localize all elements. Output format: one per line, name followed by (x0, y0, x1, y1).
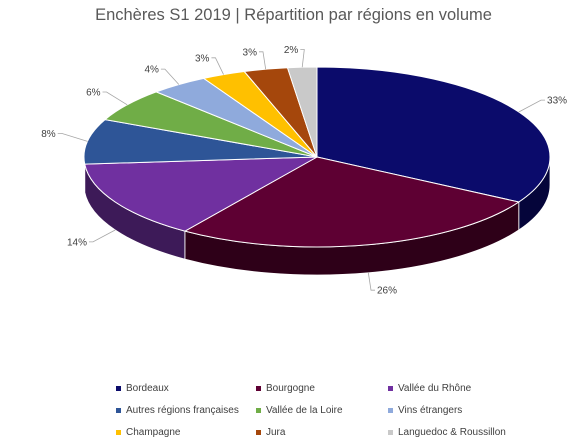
leader-line-4 (102, 91, 128, 106)
legend-item-8: Languedoc & Roussillon (388, 427, 506, 438)
data-label-0: 33% (547, 96, 567, 107)
legend-item-2: Vallée du Rhône (388, 383, 471, 394)
legend-swatch-0 (116, 386, 121, 391)
pie-slice-0 (316, 66, 551, 203)
legend-swatch-3 (116, 408, 121, 413)
legend-item-6: Champagne (116, 427, 180, 438)
legend-swatch-4 (256, 408, 261, 413)
leader-line-3 (57, 132, 88, 142)
legend-item-1: Bourgogne (256, 383, 315, 394)
legend-label-1: Bourgogne (266, 383, 315, 394)
leader-line-1 (367, 272, 376, 291)
pie-slice-8 (286, 66, 318, 158)
legend-swatch-6 (116, 430, 121, 435)
data-label-6: 3% (195, 53, 210, 64)
legend-label-8: Languedoc & Roussillon (398, 427, 506, 438)
leader-line-8 (300, 49, 305, 68)
pie-slice-1 (183, 156, 521, 248)
legend-label-7: Jura (266, 427, 286, 438)
pie-top (83, 66, 551, 248)
legend-swatch-7 (256, 430, 261, 435)
legend-item-5: Vins étrangers (388, 405, 462, 416)
legend-item-0: Bordeaux (116, 383, 169, 394)
data-label-7: 3% (243, 47, 258, 58)
leader-line-7 (258, 51, 267, 70)
pie-slice-2 (84, 156, 318, 232)
leader-line-5 (160, 68, 180, 85)
pie-chart: 33% 26% 14% 8% 6% 4% 3% 3% 2% (41, 45, 567, 297)
legend-label-3: Autres régions françaises (126, 405, 239, 416)
leader-line-2 (88, 229, 116, 243)
data-label-5: 4% (144, 65, 159, 76)
legend-item-3: Autres régions françaises (116, 405, 239, 416)
data-label-8: 2% (284, 45, 299, 56)
legend-item-4: Vallée de la Loire (256, 405, 343, 416)
legend-swatch-1 (256, 386, 261, 391)
pie-slice-3 (83, 119, 318, 165)
data-label-1: 26% (377, 286, 397, 297)
legend-item-7: Jura (256, 427, 285, 438)
legend-label-5: Vins étrangers (398, 405, 463, 416)
legend-label-6: Champagne (126, 427, 181, 438)
legend-swatch-5 (388, 408, 393, 413)
legend-swatch-2 (388, 386, 393, 391)
data-label-2: 14% (67, 237, 87, 248)
leader-line-6 (211, 57, 224, 75)
leader-line-0 (518, 99, 546, 113)
legend-label-2: Vallée du Rhône (398, 383, 472, 394)
chart-title: Enchères S1 2019 | Répartition par régio… (95, 6, 492, 24)
legend-label-0: Bordeaux (126, 383, 169, 394)
legend-label-4: Vallée de la Loire (266, 405, 343, 416)
data-label-4: 6% (86, 88, 101, 99)
data-label-3: 8% (41, 129, 56, 140)
pie-labels: 33% 26% 14% 8% 6% 4% 3% 3% 2% (41, 45, 567, 297)
legend-swatch-8 (388, 430, 393, 435)
